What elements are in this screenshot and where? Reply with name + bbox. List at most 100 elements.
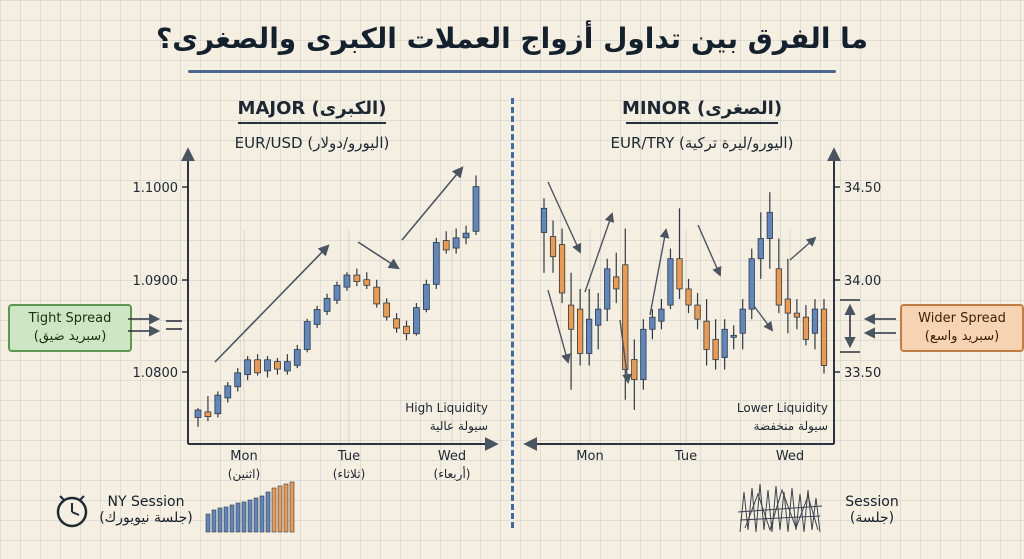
candle-body	[462, 232, 470, 239]
candle	[622, 228, 629, 400]
candle	[363, 272, 371, 290]
candle	[766, 192, 773, 269]
day-gridlines	[243, 230, 791, 444]
volatility-arrow	[584, 212, 615, 293]
candle-body	[622, 264, 629, 370]
volume-bar	[211, 509, 217, 533]
candle-body	[254, 359, 261, 374]
right-chart-axes	[523, 147, 841, 451]
candle	[712, 319, 719, 370]
candle	[567, 272, 575, 390]
candle-body	[820, 308, 828, 366]
candle	[373, 279, 381, 308]
candle-body	[658, 308, 665, 322]
candle	[224, 382, 232, 403]
candle-body	[685, 288, 692, 306]
candle	[413, 302, 420, 336]
left-x-labels: Mon (اثنين) Tue (ثلاثاء) Wed (أربعاء)	[228, 449, 471, 482]
session-label: Session (جلسة)	[832, 494, 912, 526]
left-panel-pair: EUR/USD (اليورو/دولار)	[234, 134, 390, 152]
candle-body	[283, 361, 291, 372]
volatility-arrow	[789, 236, 817, 261]
candle	[802, 305, 810, 346]
candle	[333, 281, 341, 304]
candle-body	[413, 307, 420, 335]
lower-liquidity-label-ar: سيولة منخفضة	[754, 419, 828, 434]
candle-body	[649, 316, 656, 330]
right-y-ticks: 34.50 34.00 33.50	[834, 181, 881, 381]
candle	[757, 212, 764, 279]
right-x-labels: Mon Tue Wed	[576, 449, 804, 464]
candle-body	[393, 318, 400, 329]
candle-body	[748, 258, 755, 310]
volatility-arrow	[547, 181, 582, 254]
volume-bar	[277, 485, 283, 533]
right-xtick-wed: Wed	[776, 449, 804, 464]
candle-body	[214, 394, 222, 415]
candle	[649, 309, 656, 340]
candle-body	[802, 316, 810, 340]
candle	[422, 279, 430, 313]
right-ytick-label: 34.00	[844, 274, 881, 289]
panel-divider	[511, 98, 514, 528]
candle-body	[313, 309, 321, 325]
candle	[234, 368, 242, 392]
candle	[383, 298, 391, 321]
trend-arrow	[214, 244, 330, 363]
left-xtick-tue: Tue	[337, 449, 360, 464]
candle-body	[558, 244, 566, 294]
trend-arrow	[401, 166, 464, 241]
candle	[640, 319, 647, 390]
trend-arrow	[357, 241, 400, 270]
session-volume-scribble	[737, 483, 823, 533]
ny-session-label-ar: (جلسة نيويورك)	[99, 510, 193, 526]
candle	[432, 237, 440, 290]
candle-body	[577, 308, 584, 354]
right-ytick-label: 34.50	[844, 181, 881, 196]
candle	[313, 305, 321, 329]
tight-spread-label-ar: (سبريد ضيق)	[33, 329, 107, 344]
candle-body	[721, 328, 728, 358]
candle-body	[613, 276, 620, 290]
candle	[613, 252, 620, 304]
tight-spread-label: Tight Spread	[28, 311, 112, 326]
candle-body	[442, 240, 450, 251]
volume-bar	[241, 501, 247, 533]
candle	[293, 344, 301, 369]
candle-body	[194, 409, 202, 418]
candle	[748, 248, 755, 320]
candle	[204, 396, 212, 422]
candle	[793, 299, 801, 330]
candle	[658, 299, 665, 330]
page-title: ما الفرق بين تداول أزواج العملات الكبرى …	[155, 22, 869, 55]
volume-bar	[229, 504, 235, 533]
left-xtick-wed: Wed	[438, 449, 466, 464]
candle	[303, 318, 311, 353]
candle-body	[472, 186, 480, 232]
left-ytick-label: 1.1000	[133, 181, 179, 196]
volume-bar	[271, 487, 277, 533]
candle-body	[274, 361, 281, 370]
volume-bar	[223, 506, 229, 533]
candle	[631, 339, 638, 410]
right-panel-pair: EUR/TRY (اليورو/ليرة تركية)	[610, 134, 794, 152]
candle-body	[586, 318, 593, 354]
candle	[676, 208, 683, 300]
candle	[283, 354, 291, 375]
high-liquidity-label-ar: سيولة عالية	[430, 419, 488, 434]
candle-body	[353, 274, 361, 282]
candle-body	[604, 268, 611, 310]
candle	[244, 356, 252, 381]
candle	[472, 175, 480, 236]
lower-liquidity-label: Lower Liquidity	[737, 401, 828, 415]
candle	[214, 391, 222, 418]
candle	[353, 268, 361, 287]
ny-session-label-en: NY Session	[107, 494, 185, 510]
left-xtick-tue-ar: (ثلاثاء)	[333, 467, 366, 481]
candle-body	[595, 308, 602, 326]
left-heading-underline	[238, 122, 386, 124]
candle-body	[244, 359, 252, 376]
candle	[577, 288, 584, 366]
candle	[604, 258, 611, 322]
